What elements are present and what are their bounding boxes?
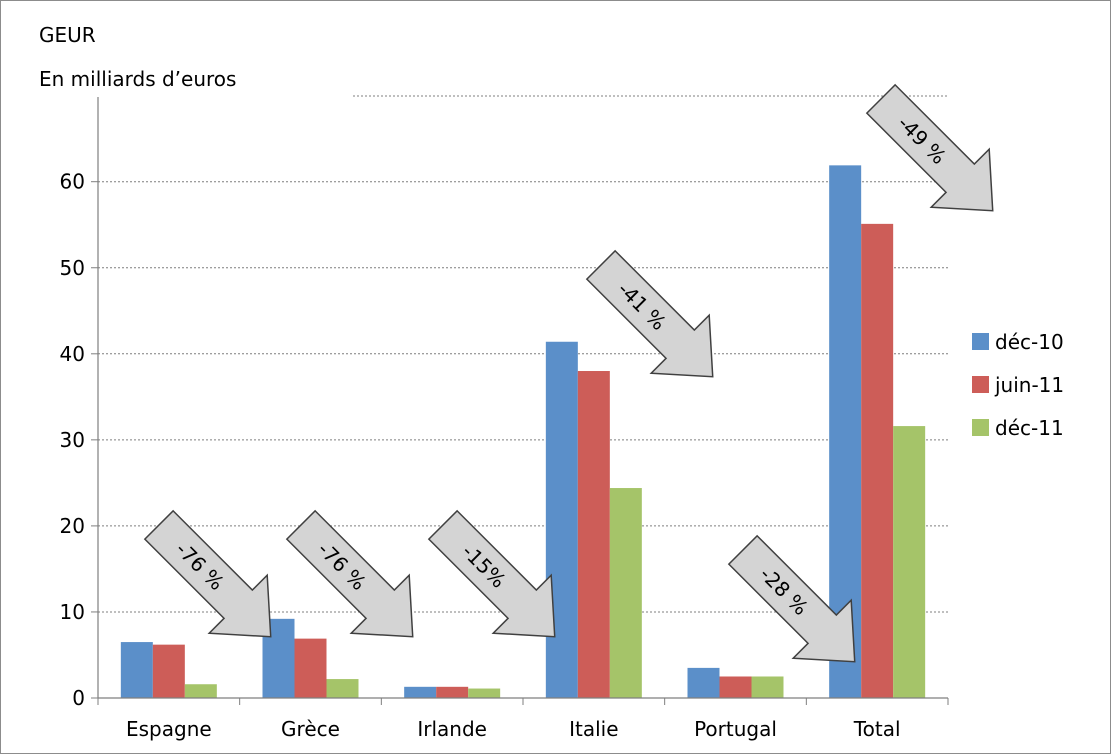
bar-portugal-0 [687, 667, 720, 698]
x-tick-label: Italie [569, 717, 618, 741]
bar-irlande-1 [436, 686, 469, 698]
arrow-icon [427, 509, 556, 638]
x-tick-label: Total [853, 717, 901, 741]
bar-italie-0 [545, 341, 578, 698]
bar-irlande-2 [468, 688, 501, 698]
y-tick-label: 0 [72, 686, 85, 710]
x-tick-label: Portugal [694, 717, 777, 741]
y-tick-label: 10 [60, 600, 85, 624]
y-tick-label: 60 [60, 170, 85, 194]
bar-portugal-1 [719, 676, 752, 698]
chart-title: GEUR [39, 23, 96, 47]
unit-label: En milliards d’euros [39, 67, 237, 91]
bar-portugal-2 [751, 676, 784, 698]
legend-label: déc-10 [995, 330, 1064, 354]
bar-espagne-1 [152, 644, 185, 698]
change-arrow: -49 % [865, 83, 994, 212]
bar-grèce-1 [294, 638, 327, 698]
bar-italie-1 [577, 371, 610, 698]
arrow-icon [285, 509, 414, 638]
legend-swatch [972, 419, 989, 436]
bar-irlande-0 [404, 686, 437, 698]
bar-total-1 [861, 223, 894, 698]
arrow-icon [143, 509, 272, 638]
gridlines [98, 95, 948, 613]
legend-swatch [972, 376, 989, 393]
legend-label: déc-11 [995, 416, 1064, 440]
legend-label: juin-11 [994, 373, 1064, 397]
bars [120, 165, 926, 699]
bar-grèce-2 [326, 679, 359, 698]
arrow-icon [865, 83, 994, 212]
x-tick-label: Irlande [417, 717, 487, 741]
bar-espagne-0 [120, 642, 153, 698]
legend-swatch [972, 333, 989, 350]
y-tick-label: 30 [60, 428, 85, 452]
arrow-icon [727, 534, 856, 663]
x-axis: Espagne Grèce Irlande Italie Portugal Total [97, 697, 949, 741]
y-tick-label: 20 [60, 514, 85, 538]
bar-espagne-2 [184, 684, 217, 698]
y-tick-label: 50 [60, 256, 85, 280]
y-axis: 0 10 20 30 40 50 60 [60, 97, 99, 710]
arrow-icon [585, 249, 714, 378]
legend: déc-10 juin-11 déc-11 [972, 330, 1064, 440]
change-arrow: -41 % [585, 249, 714, 378]
y-tick-label: 40 [60, 342, 85, 366]
x-tick-label: Grèce [281, 717, 340, 741]
x-tick-label: Espagne [126, 717, 212, 741]
bar-italie-2 [609, 488, 642, 698]
bar-total-2 [893, 426, 926, 698]
